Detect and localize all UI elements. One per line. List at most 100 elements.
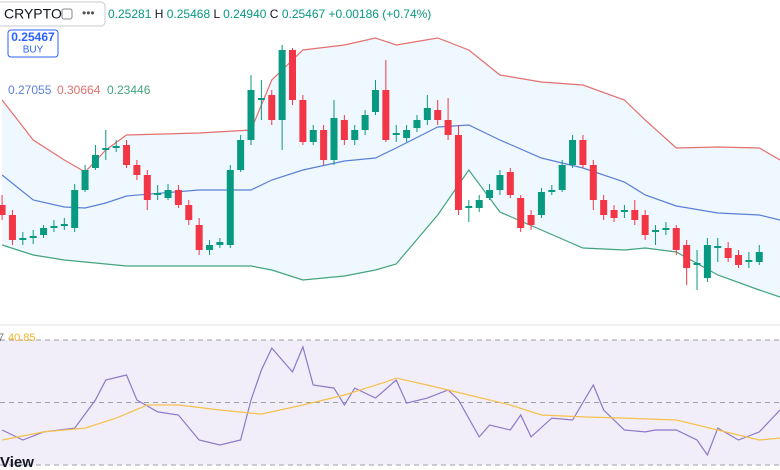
candle-body <box>486 190 494 198</box>
plot-area <box>0 37 780 466</box>
open-value: 0.25281 <box>108 7 152 21</box>
candle-body <box>40 228 48 235</box>
candle-body <box>50 226 58 228</box>
candle-body <box>247 90 255 140</box>
candle-body <box>413 120 421 128</box>
candle-body <box>164 190 172 198</box>
candle-body <box>714 246 722 248</box>
candle-body <box>81 170 89 190</box>
icon[interactable] <box>61 8 73 20</box>
buy-button[interactable] <box>7 29 59 58</box>
candle-body <box>143 175 151 200</box>
candle-body <box>91 155 99 168</box>
candle-body <box>548 190 556 192</box>
candle-body <box>278 50 286 120</box>
candle-body <box>320 130 328 160</box>
candle-body <box>610 210 618 218</box>
line <box>1 377 780 441</box>
line <box>1 37 780 173</box>
candle-body <box>558 165 566 190</box>
candle-body <box>0 205 6 215</box>
candle-body <box>745 260 753 262</box>
candle-body <box>185 205 193 220</box>
symbol: CRYPTO <box>4 6 62 22</box>
band-legend: 0.27055 <box>8 83 52 97</box>
candle-body <box>29 236 37 238</box>
candle-body <box>631 210 639 220</box>
stat-label: C <box>270 7 279 21</box>
candle-body <box>517 198 525 228</box>
candle-body <box>19 238 27 240</box>
candle-body <box>569 140 577 165</box>
watermark: View <box>0 454 34 470</box>
candle-body <box>392 133 400 135</box>
candle-body <box>123 145 131 165</box>
candle-body <box>652 230 660 232</box>
stat-value: 0.25468 <box>167 7 211 21</box>
candle-body <box>662 228 670 230</box>
band-legend: 0.30664 <box>57 83 101 97</box>
candle-body <box>112 146 120 148</box>
rsi-legend: 7 <box>0 332 4 344</box>
candle-body <box>237 140 245 170</box>
candle-body <box>330 118 338 160</box>
buy-label: BUY <box>23 45 44 56</box>
candle-body <box>60 224 68 226</box>
line <box>1 124 780 221</box>
candle-body <box>683 245 691 268</box>
candle-body <box>506 172 514 195</box>
candle-body <box>434 110 442 120</box>
candle-body <box>351 130 359 140</box>
candle-body <box>735 255 743 265</box>
candle-body <box>361 115 369 130</box>
candle-body <box>641 215 649 235</box>
candle-body <box>257 98 265 100</box>
candle-body <box>174 190 182 205</box>
candle-body <box>226 170 234 245</box>
buy-price: 0.25467 <box>11 30 55 44</box>
candle-body <box>579 140 587 165</box>
candle-body <box>693 263 701 265</box>
candle-body <box>589 165 597 200</box>
candle-body <box>423 108 431 120</box>
candle-body <box>703 245 711 278</box>
candle-body <box>465 206 473 208</box>
candle-body <box>755 252 763 262</box>
candle-body <box>382 90 390 140</box>
line <box>1 345 780 457</box>
change: +0.00186 (+0.74%) <box>329 7 432 21</box>
candle-body <box>672 228 680 250</box>
candle-body <box>537 192 545 215</box>
candle-body <box>102 148 110 150</box>
candle-body <box>496 175 504 190</box>
candle-body <box>309 130 317 142</box>
stat-value: 0.24940 <box>223 7 267 21</box>
band-legend: 0.23446 <box>107 83 151 97</box>
candle-body <box>206 245 214 250</box>
rsi-pane <box>0 325 780 470</box>
candle-body <box>195 225 203 250</box>
candle-body <box>340 120 348 140</box>
candle-body <box>71 190 79 228</box>
candle-body <box>620 210 628 212</box>
candle-body <box>403 130 411 138</box>
candle-body <box>600 200 608 215</box>
candle-body <box>475 200 483 208</box>
candle-body <box>154 193 162 195</box>
symbol-box[interactable] <box>0 1 106 27</box>
candle-body <box>454 135 462 210</box>
candle-body <box>444 120 452 135</box>
candle-body <box>527 215 535 225</box>
rsi-legend: 40.85 <box>8 332 36 344</box>
candle-body <box>133 165 141 175</box>
candle-body <box>299 100 307 142</box>
stat-value: 0.25467 <box>282 7 326 21</box>
stat-label: H <box>155 7 164 21</box>
candle-body <box>8 215 16 240</box>
ohlc-legend: 0.25281 H 0.25468 L 0.24940 C 0.25467 +0… <box>108 7 431 21</box>
menu[interactable]: ••• <box>82 6 95 20</box>
line <box>1 168 780 298</box>
candle-body <box>289 50 296 100</box>
stat-label: L <box>213 7 220 21</box>
